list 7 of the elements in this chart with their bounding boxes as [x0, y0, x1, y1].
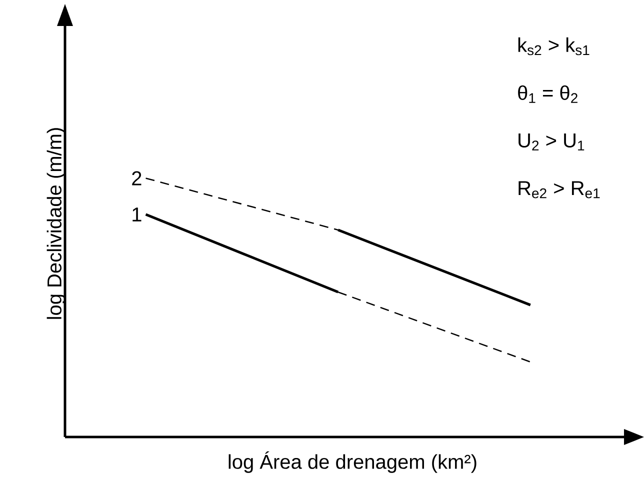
series-label: 2: [132, 171, 142, 186]
text: k$_{s2}$ > k$_{s1}$: [518, 37, 590, 56]
series-label: 1: [132, 208, 142, 222]
text: θ$_{1}$ = θ$_{2}$: [518, 85, 578, 103]
x-axis-title: log Área de drenagem (km²): [228, 451, 476, 473]
annotation: R$_{e2}$ > R$_{e1}$: [518, 181, 600, 198]
text: U$_{2}$ > U$_{1}$: [518, 134, 584, 150]
